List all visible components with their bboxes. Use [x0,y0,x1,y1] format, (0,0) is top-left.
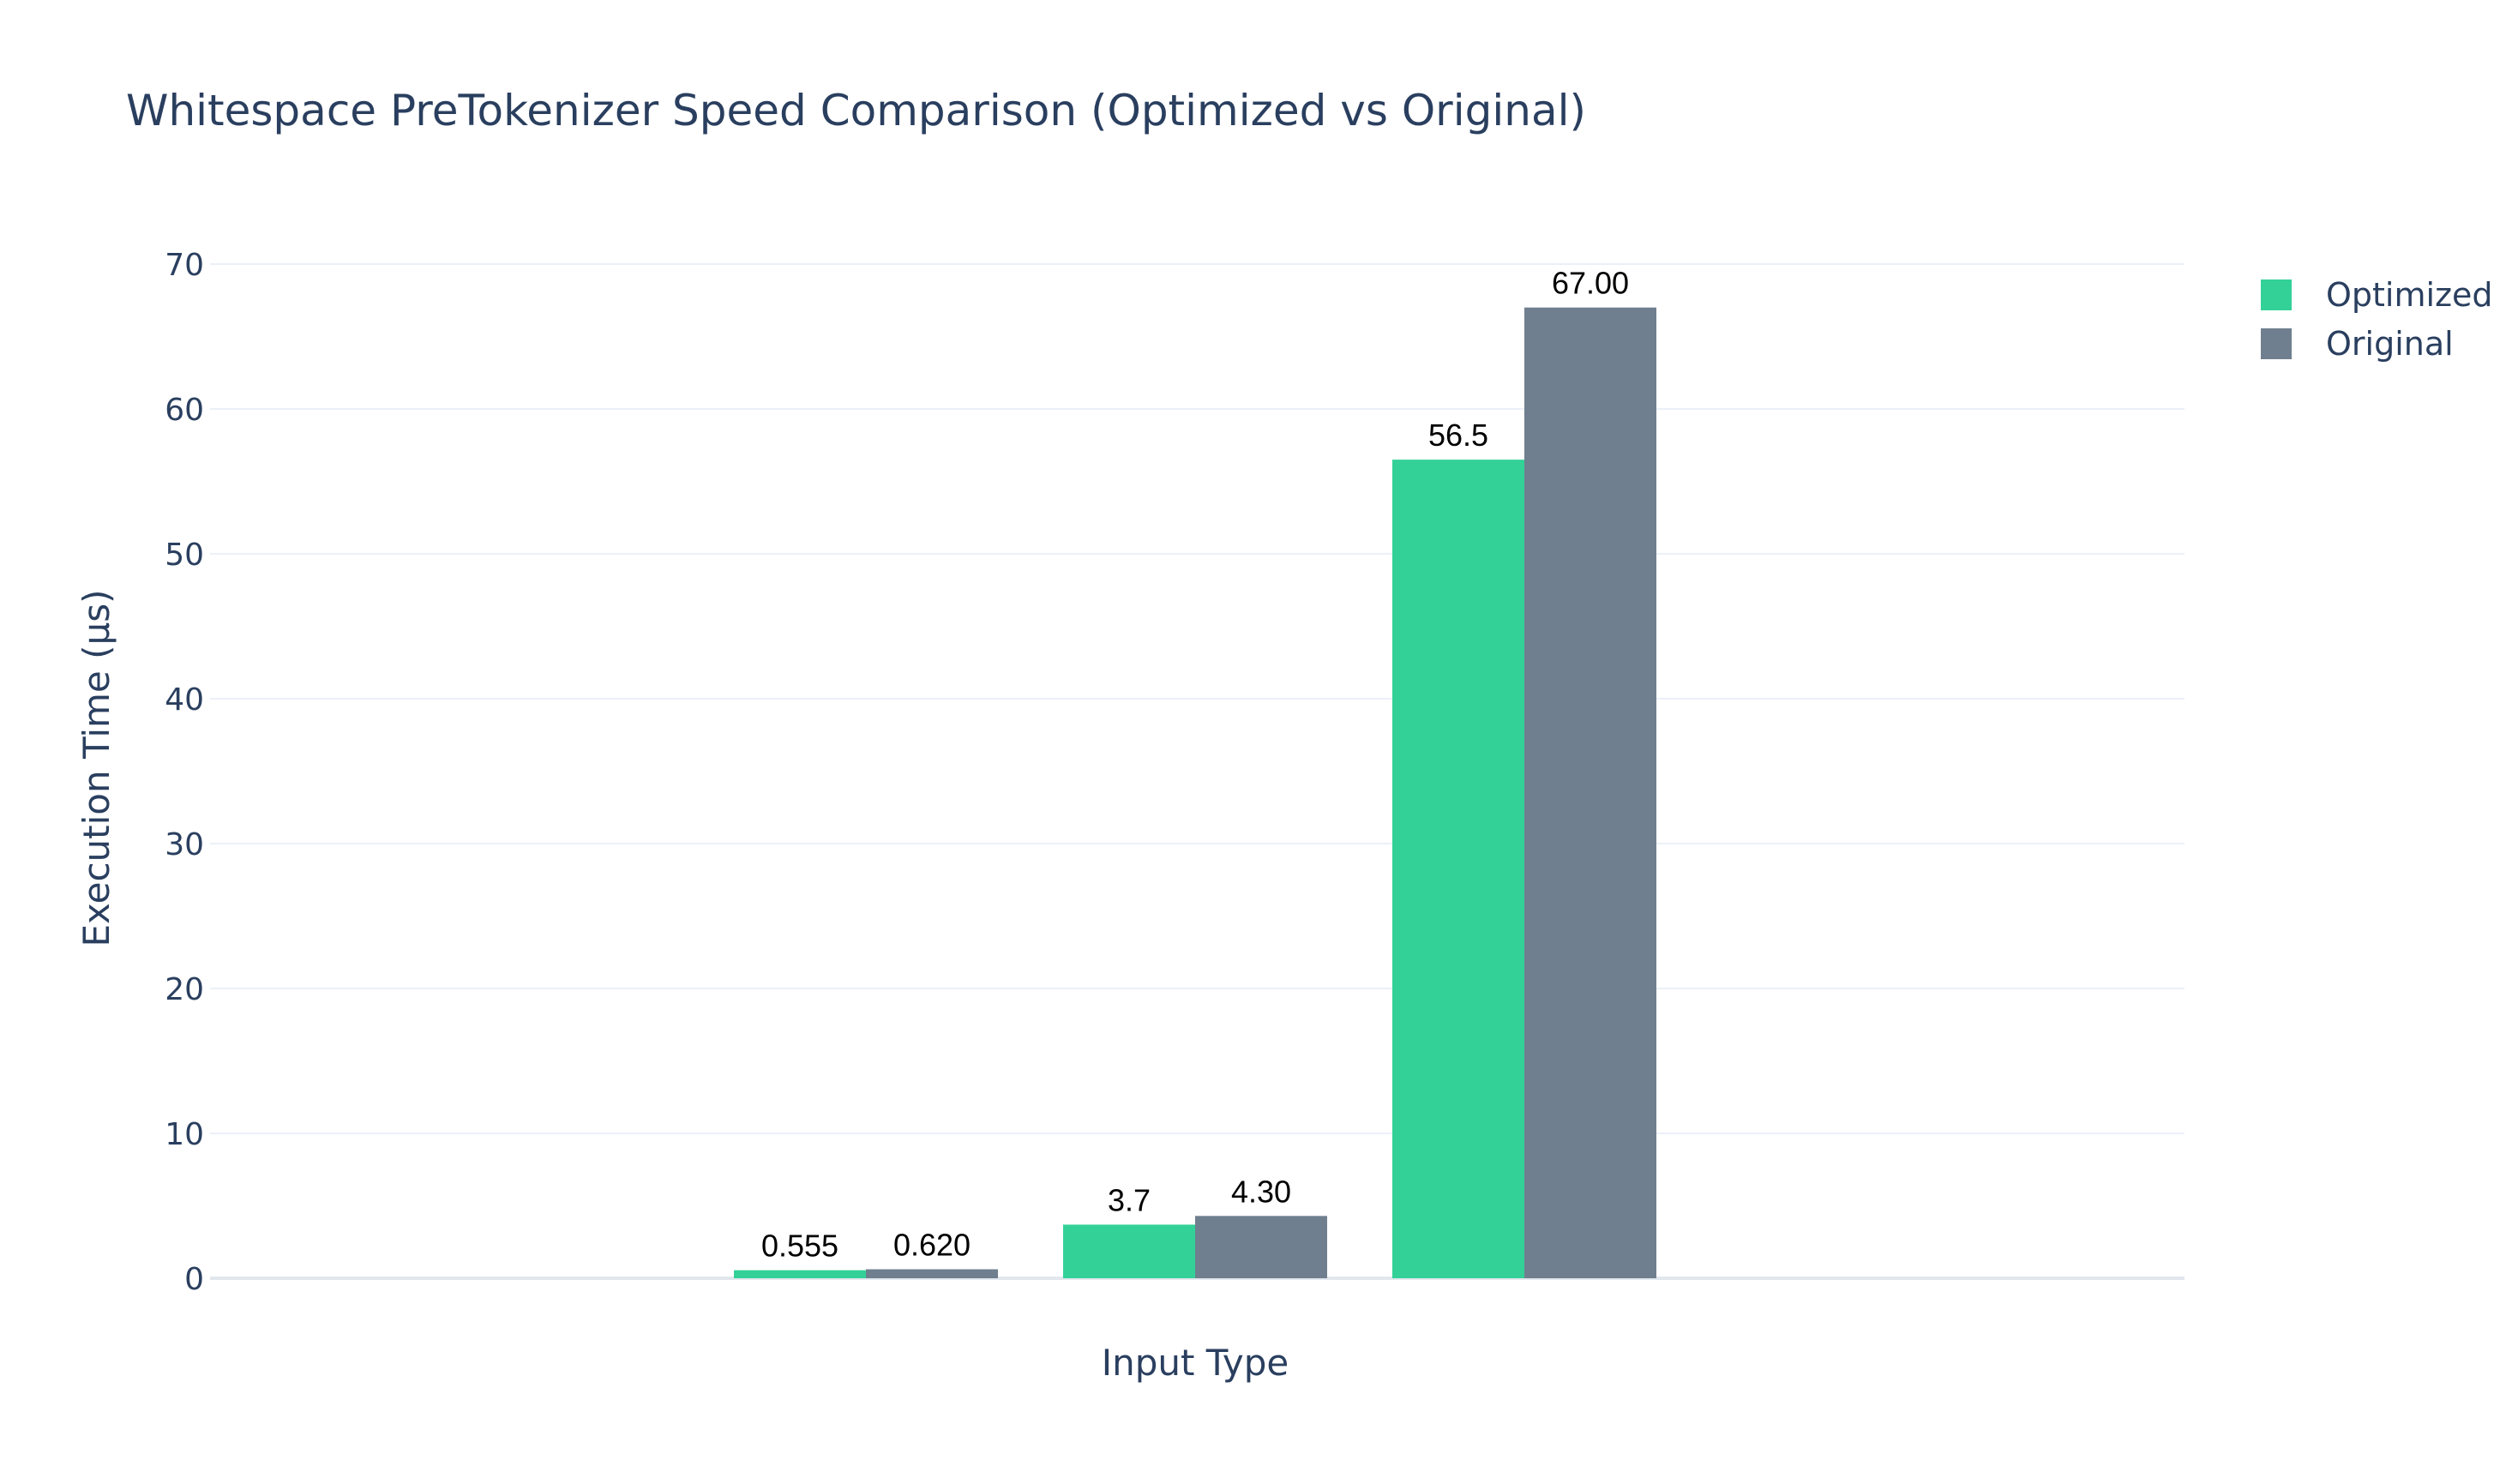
bar-original [866,1269,998,1278]
data-label: 3.7 [1108,1182,1151,1217]
legend-swatch-optimized [2261,279,2292,310]
y-tick-label: 10 [165,1117,204,1152]
y-tick-label: 30 [165,827,204,862]
y-tick-label: 60 [165,393,204,428]
bar-original [1524,307,1656,1279]
y-tick-label: 0 [184,1262,204,1297]
y-axis-ticks: 0 10 20 30 40 50 60 70 [165,248,204,1297]
data-label: 56.5 [1428,418,1488,453]
data-labels: 0.555 3.7 56.5 0.620 4.30 67.00 [761,266,1629,1264]
gridlines [210,263,2184,1280]
x-axis-title: Input Type [1102,1342,1289,1384]
y-tick-label: 40 [165,682,204,718]
legend: Optimized Original [2261,276,2493,363]
legend-swatch-original [2261,328,2292,359]
bar-optimized [1063,1224,1195,1278]
data-label: 67.00 [1552,266,1629,301]
bars [734,307,1656,1279]
bar-optimized [734,1270,866,1278]
bar-optimized [1392,460,1524,1278]
y-tick-label: 50 [165,538,204,573]
legend-label-original: Original [2326,325,2454,363]
legend-label-optimized: Optimized [2326,276,2493,314]
data-label: 0.555 [761,1229,838,1264]
data-label: 4.30 [1231,1174,1291,1209]
data-label: 0.620 [893,1228,971,1263]
y-axis-title: Execution Time (μs) [75,590,117,947]
chart-title: Whitespace PreTokenizer Speed Comparison… [126,86,1586,135]
y-tick-label: 20 [165,972,204,1007]
y-tick-label: 70 [165,248,204,283]
bar-original [1195,1216,1327,1278]
